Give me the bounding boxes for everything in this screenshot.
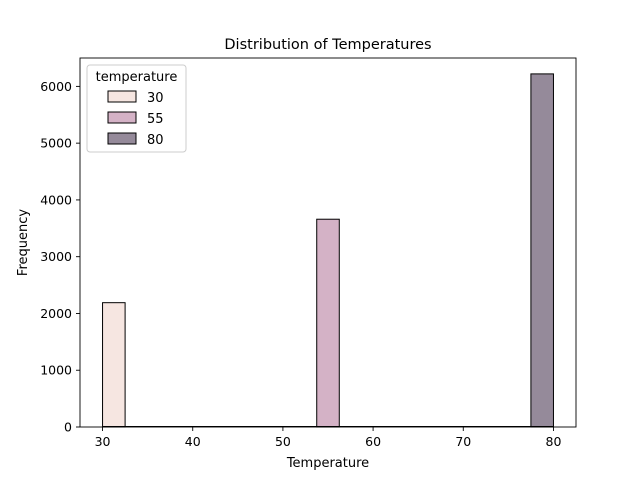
x-tick-label: 40 [185,434,201,449]
legend: temperature 30 55 80 [86,64,187,153]
y-tick-label: 0 [64,420,72,435]
x-tick-label: 80 [546,434,562,449]
legend-label-55: 55 [147,112,164,127]
x-tick-label: 70 [455,434,471,449]
x-tick-label: 60 [365,434,381,449]
y-tick-label: 1000 [40,363,72,378]
legend-label-30: 30 [147,91,164,106]
x-axis-label: Temperature [286,456,369,471]
y-axis-label: Frequency [16,209,31,276]
legend-box [86,64,187,153]
y-tick-label: 3000 [40,249,72,264]
y-axis-ticks: 0 1000 2000 3000 4000 5000 6000 [40,79,80,435]
bar-temperature-80 [530,73,554,428]
legend-swatch-80 [107,132,137,145]
y-tick-label: 4000 [40,192,72,207]
x-tick-label: 50 [275,434,291,449]
axes-frame [79,57,577,428]
y-tick-label: 5000 [40,136,72,151]
legend-title: temperature [96,70,178,85]
y-tick-label: 2000 [40,306,72,321]
y-tick-label: 6000 [40,79,72,94]
legend-swatch-55 [107,111,137,124]
x-tick-label: 30 [95,434,111,449]
legend-swatch-30 [107,90,137,103]
bar-temperature-55 [316,218,340,428]
x-axis-ticks: 30 40 50 60 70 80 [95,427,562,449]
bar-temperature-30 [102,302,126,428]
chart-title: Distribution of Temperatures [224,37,431,53]
plot-area [79,57,577,428]
legend-label-80: 80 [147,133,164,148]
